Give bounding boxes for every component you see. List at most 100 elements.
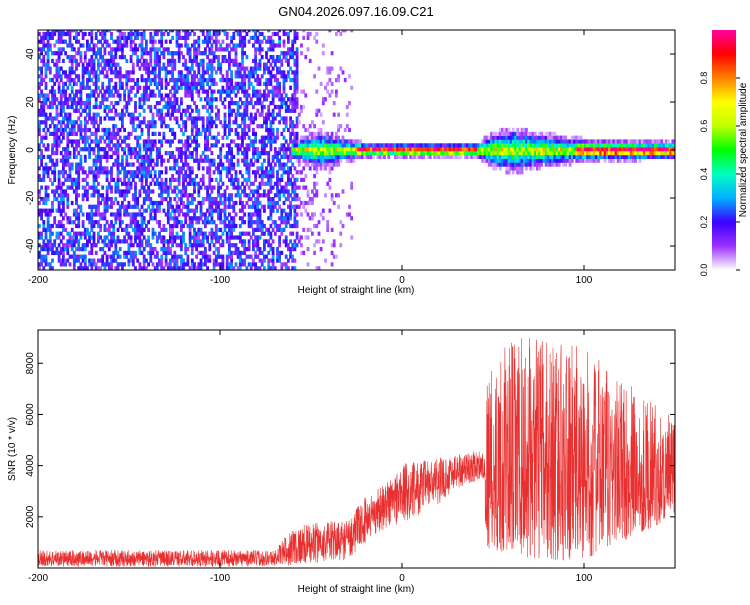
spectrogram-cell bbox=[219, 243, 223, 248]
spectrogram-cell bbox=[317, 158, 321, 163]
spectrogram-cell bbox=[243, 250, 247, 255]
spectrogram-cell bbox=[77, 220, 81, 225]
spectrogram-cell bbox=[127, 262, 131, 267]
spectrogram-cell bbox=[289, 216, 292, 221]
spectrogram-cell bbox=[145, 39, 148, 44]
spectrogram-cell bbox=[158, 93, 161, 98]
spectrogram-cell bbox=[123, 262, 126, 267]
spectrogram-cell bbox=[284, 170, 288, 175]
spectrogram-cell bbox=[46, 154, 50, 159]
spectrogram-cell bbox=[116, 101, 120, 106]
spectrogram-cell bbox=[282, 154, 286, 159]
spectrogram-cell bbox=[332, 139, 336, 144]
spectrogram-cell bbox=[99, 247, 102, 252]
spectrogram-cell bbox=[175, 193, 179, 198]
spectrogram-cell bbox=[278, 39, 281, 44]
spectrogram-cell bbox=[188, 31, 192, 37]
spectrogram-cell bbox=[311, 216, 314, 221]
spectrogram-cell bbox=[92, 116, 96, 121]
spectrogram-cell bbox=[284, 151, 288, 156]
spectrogram-cell bbox=[265, 174, 268, 179]
spectrogram-cell bbox=[110, 254, 113, 259]
spectrogram-cell bbox=[64, 227, 67, 232]
spectrogram-cell bbox=[123, 135, 126, 140]
spectrogram-cell bbox=[131, 70, 135, 75]
spectrogram-cell bbox=[81, 185, 85, 190]
spectrogram-cell bbox=[92, 151, 96, 156]
spectrogram-cell bbox=[140, 31, 144, 37]
spectrogram-cell bbox=[234, 55, 238, 60]
spectrogram-cell bbox=[293, 197, 297, 202]
spectrogram-cell bbox=[40, 185, 43, 190]
spectrogram-cell bbox=[66, 200, 70, 206]
spectrogram-cell bbox=[321, 147, 325, 152]
spectrogram-cell bbox=[291, 174, 295, 179]
spectrogram-cell bbox=[129, 243, 133, 248]
spectrogram-cell bbox=[92, 231, 96, 236]
spectrogram-cell bbox=[293, 239, 297, 244]
spectrogram-cell bbox=[77, 124, 81, 129]
spectrogram-cell bbox=[505, 158, 509, 163]
spectrogram-cell bbox=[518, 162, 522, 167]
spectrogram-cell bbox=[149, 250, 153, 255]
spectrogram-cell bbox=[199, 250, 203, 255]
spectrogram-cell bbox=[186, 85, 190, 90]
spectrogram-cell bbox=[293, 89, 297, 94]
spectrogram-cell bbox=[514, 151, 517, 156]
spectrogram-cell bbox=[62, 243, 65, 248]
spectrogram-cell bbox=[492, 143, 496, 148]
spectrogram-cell bbox=[88, 212, 91, 217]
spectrogram-cell bbox=[326, 181, 330, 186]
spectrogram-cell bbox=[105, 58, 109, 63]
spectrogram-cell bbox=[208, 258, 212, 263]
spectrogram-cell bbox=[267, 239, 271, 244]
spectrogram-cell bbox=[153, 93, 157, 98]
spectrogram-cell bbox=[92, 62, 96, 67]
spectrogram-cell bbox=[57, 112, 61, 117]
spectrogram-cell bbox=[142, 58, 146, 63]
spectrogram-cell bbox=[105, 243, 109, 248]
spectrogram-cell bbox=[230, 89, 233, 94]
spectrogram-cell bbox=[241, 120, 244, 125]
spectrogram-cell bbox=[509, 135, 513, 140]
spectrogram-cell bbox=[110, 89, 113, 94]
spectrogram-cell bbox=[66, 139, 70, 144]
spectrogram-cell bbox=[136, 231, 140, 236]
spectrogram-cell bbox=[151, 43, 155, 48]
spectrogram-cell bbox=[138, 239, 142, 244]
spectrogram-cell bbox=[210, 158, 214, 163]
spectrogram-cell bbox=[247, 85, 251, 90]
spectrogram-cell bbox=[217, 166, 220, 171]
spectrogram-cell bbox=[79, 154, 83, 159]
spectrogram-cell bbox=[363, 154, 367, 159]
spectrogram-cell bbox=[57, 185, 61, 190]
spectrogram-cell bbox=[180, 70, 183, 75]
spectrogram-cell bbox=[269, 143, 273, 148]
spectrogram-cell bbox=[221, 47, 225, 52]
spectrogram-cell bbox=[42, 35, 46, 40]
spectrogram-cell bbox=[92, 239, 96, 244]
spectrogram-cell bbox=[72, 78, 76, 83]
spectrogram-cell bbox=[184, 78, 188, 83]
spectrogram-cell bbox=[138, 262, 142, 267]
spectrogram-cell bbox=[287, 154, 290, 159]
spectrogram-cell bbox=[258, 208, 262, 213]
spectrogram-cell bbox=[350, 216, 354, 221]
spectrogram-cell bbox=[289, 97, 292, 102]
spectrogram-cell bbox=[112, 235, 116, 240]
spectrogram-cell bbox=[461, 143, 465, 148]
spectrogram-cell bbox=[199, 81, 203, 86]
spectrogram-cell bbox=[164, 101, 168, 106]
spectrogram-cell bbox=[201, 212, 205, 217]
spectrogram-cell bbox=[94, 131, 98, 136]
spectrogram-cell bbox=[341, 154, 345, 159]
spectrogram-cell bbox=[265, 39, 268, 44]
spectrogram-cell bbox=[321, 208, 325, 213]
spectrogram-cell bbox=[134, 81, 137, 86]
spectrogram-cell bbox=[55, 185, 59, 190]
spectrogram-cell bbox=[426, 154, 430, 159]
spectrogram-cell bbox=[97, 212, 100, 217]
spectrogram-cell bbox=[86, 127, 89, 133]
spectrogram-cell bbox=[90, 131, 94, 136]
spectrogram-cell bbox=[269, 223, 273, 229]
